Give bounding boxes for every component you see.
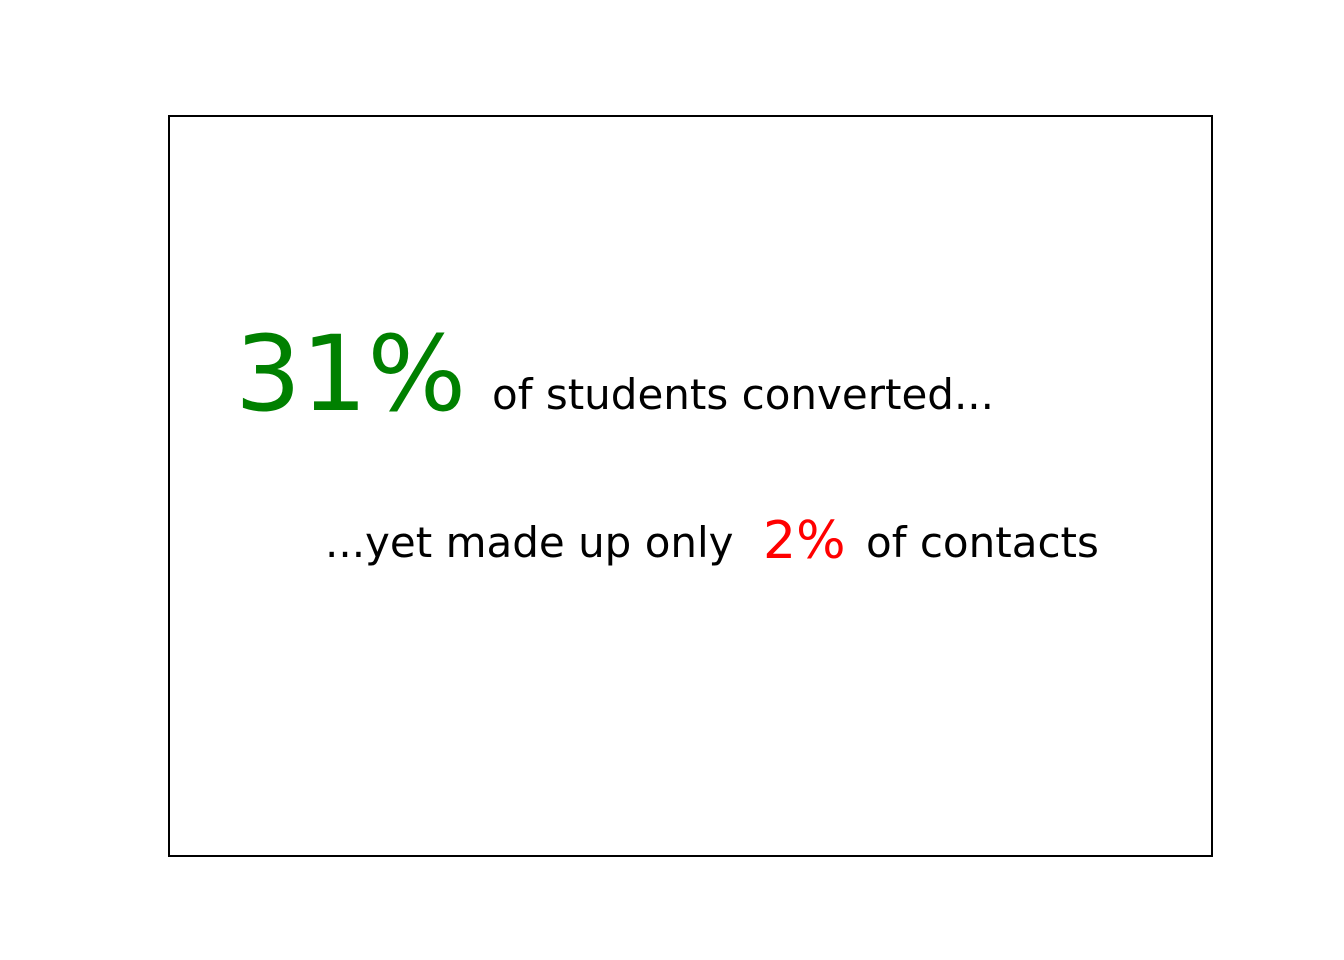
students-converted-percent: 31% bbox=[235, 313, 467, 435]
students-converted-text: of students converted... bbox=[492, 370, 995, 419]
contacts-lead-text: ...yet made up only bbox=[325, 518, 734, 567]
contacts-tail-text: of contacts bbox=[866, 518, 1099, 567]
contacts-percent: 2% bbox=[763, 511, 846, 571]
chart-frame bbox=[168, 115, 1213, 857]
